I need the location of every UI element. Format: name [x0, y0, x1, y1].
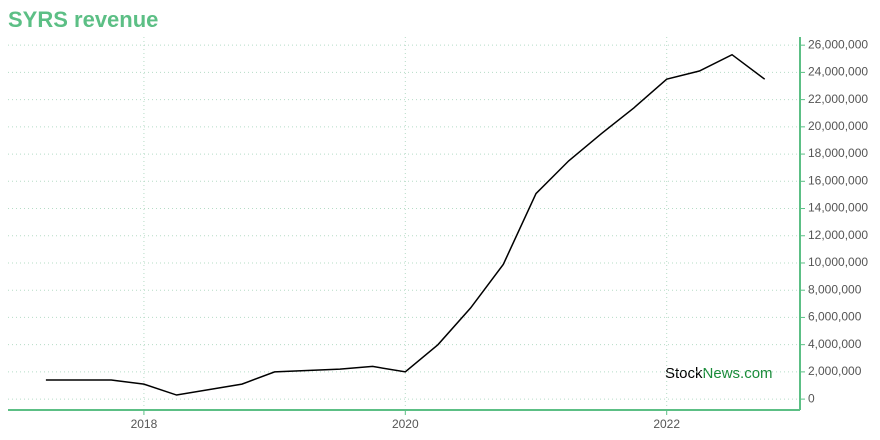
watermark-right: News.com [703, 365, 773, 382]
watermark-left: Stock [665, 365, 703, 382]
y-tick-label: 18,000,000 [808, 146, 868, 160]
y-tick-label: 24,000,000 [808, 65, 868, 79]
x-tick-label: 2020 [392, 417, 419, 431]
x-tick-label: 2018 [131, 417, 158, 431]
y-tick-label: 22,000,000 [808, 92, 868, 106]
y-tick-label: 26,000,000 [808, 37, 868, 51]
line [45, 53, 766, 396]
y-tick-label: 12,000,000 [808, 228, 868, 242]
y-tick-label: 4,000,000 [808, 337, 862, 351]
y-tick-label: 0 [808, 391, 815, 405]
y-tick-label: 10,000,000 [808, 255, 868, 269]
y-tick-label: 14,000,000 [808, 201, 868, 215]
chart-title: SYRS revenue [8, 7, 158, 32]
watermark: StockNews.com [665, 365, 773, 382]
y-tick-label: 20,000,000 [808, 119, 868, 133]
y-tick-label: 6,000,000 [808, 310, 862, 324]
x-tick-label: 2022 [653, 417, 680, 431]
y-tick-label: 8,000,000 [808, 282, 862, 296]
y-tick-label: 2,000,000 [808, 364, 862, 378]
y-tick-label: 16,000,000 [808, 173, 868, 187]
